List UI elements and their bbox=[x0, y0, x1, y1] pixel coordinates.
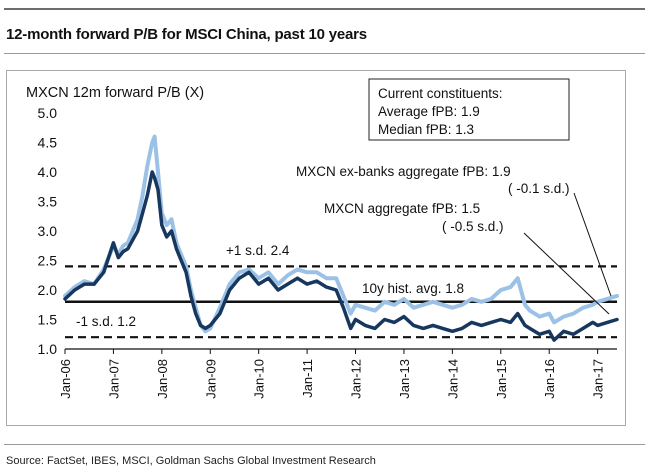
y-tick-label: 3.5 bbox=[38, 194, 58, 210]
y-tick-label: 2.0 bbox=[38, 282, 58, 298]
chart: 1.0 1.5 2.0 2.5 3.0 3.5 4.0 4.5 5.0 Jan-06 Jan-07… bbox=[26, 78, 619, 399]
x-tick-label: Jan-12 bbox=[349, 359, 364, 399]
title-rule bbox=[4, 53, 645, 54]
x-tick-label: Jan-15 bbox=[494, 359, 509, 399]
ex-banks-sd-annotation: ( -0.1 s.d.) bbox=[508, 181, 570, 196]
y-tick-label: 3.0 bbox=[38, 223, 58, 239]
minus-1sd-label: -1 s.d. 1.2 bbox=[76, 314, 136, 329]
plus-1sd-label: +1 s.d. 2.4 bbox=[226, 243, 290, 258]
top-rule bbox=[4, 8, 645, 10]
x-tick-label: Jan-17 bbox=[591, 359, 606, 399]
info-box bbox=[368, 78, 570, 141]
aggregate-leader-line bbox=[523, 232, 610, 315]
aggregate-sd-annotation: ( -0.5 s.d.) bbox=[442, 219, 504, 234]
series-line-ex-banks bbox=[63, 134, 619, 334]
x-tick-label: Jan-08 bbox=[155, 359, 170, 399]
x-axis: Jan-06 Jan-07 Jan-08 Jan-09 Jan-10 Jan-11 Jan-… bbox=[58, 348, 617, 399]
bottom-rule bbox=[4, 444, 645, 445]
series-line-aggregate bbox=[63, 170, 619, 342]
y-axis-label: MXCN 12m forward P/B (X) bbox=[26, 85, 204, 101]
aggregate-annotation: MXCN aggregate fPB: 1.5 bbox=[324, 201, 480, 216]
y-tick-label: 1.0 bbox=[38, 341, 58, 357]
chart-title: 12-month forward P/B for MSCI China, pas… bbox=[6, 26, 367, 43]
x-tick-label: Jan-10 bbox=[252, 359, 267, 399]
y-tick-label: 5.0 bbox=[38, 105, 58, 121]
info-box-median: Median fPB: 1.3 bbox=[378, 122, 474, 137]
y-tick-label: 2.5 bbox=[38, 253, 58, 269]
series-lines bbox=[63, 134, 619, 342]
x-tick-label: Jan-09 bbox=[203, 359, 218, 399]
source-note: Source: FactSet, IBES, MSCI, Goldman Sac… bbox=[6, 455, 376, 467]
x-tick-label: Jan-13 bbox=[397, 359, 412, 399]
ex-banks-leader-line bbox=[573, 192, 612, 297]
x-tick-label: Jan-11 bbox=[300, 359, 315, 398]
y-tick-label: 4.0 bbox=[38, 164, 58, 180]
ex-banks-annotation: MXCN ex-banks aggregate fPB: 1.9 bbox=[296, 164, 511, 179]
y-tick-label: 1.5 bbox=[38, 312, 58, 328]
info-box-average: Average fPB: 1.9 bbox=[378, 104, 480, 119]
x-tick-label: Jan-16 bbox=[542, 359, 557, 399]
x-tick-label: Jan-07 bbox=[106, 359, 121, 399]
x-tick-label: Jan-06 bbox=[58, 359, 73, 399]
x-tick-label: Jan-14 bbox=[445, 359, 460, 399]
y-tick-label: 4.5 bbox=[38, 135, 58, 151]
info-box-heading: Current constituents: bbox=[378, 86, 503, 101]
hist-avg-label: 10y hist. avg. 1.8 bbox=[362, 281, 464, 296]
y-axis-ticks: 1.0 1.5 2.0 2.5 3.0 3.5 4.0 4.5 5.0 bbox=[38, 105, 58, 357]
